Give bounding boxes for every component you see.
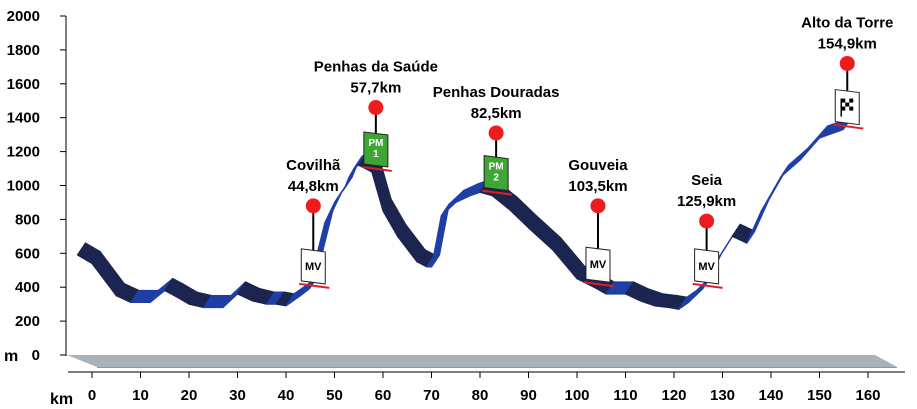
y-tick-label: 400	[15, 279, 40, 296]
x-axis: 0 10 20 30 40 50 60 70 80 90 100 110 120 130 140 150 160	[68, 371, 905, 404]
base-edge	[97, 367, 897, 368]
ground-stripe	[299, 282, 330, 289]
checkpoint-distance: 44,8km	[288, 178, 339, 195]
mountain-badge	[483, 155, 509, 192]
checkpoint-distance: 57,7km	[350, 80, 401, 97]
profile-segment	[91, 250, 125, 297]
profile-segment	[552, 237, 586, 280]
x-tick-label: 100	[564, 387, 589, 404]
x-tick-label: 80	[472, 387, 489, 404]
checkpoint: MV Covilhã 44,8km	[286, 157, 341, 289]
badge-label: MV	[698, 261, 715, 273]
x-tick-label: 10	[132, 387, 149, 404]
x-tick-label: 120	[661, 387, 686, 404]
checkpoint: MV Seia 125,9km	[677, 172, 736, 289]
x-tick-label: 150	[807, 387, 832, 404]
checkpoint-marker	[839, 55, 855, 71]
x-tick-label: 160	[855, 387, 880, 404]
profile-segment	[430, 203, 450, 268]
x-tick-label: 40	[278, 387, 295, 404]
x-tick-label: 20	[181, 387, 198, 404]
ground-stripe	[361, 165, 392, 172]
badge-number: 1	[373, 149, 379, 160]
checkpoint-distance: 103,5km	[568, 178, 627, 195]
ground-stripe	[833, 123, 864, 130]
x-tick-label: 110	[613, 387, 637, 404]
checkpoint-name: Covilhã	[286, 157, 341, 174]
y-axis: 0 200 400 600 800 1000 1200 1400 1600 1800 2000	[7, 8, 67, 364]
profile-segment	[440, 189, 465, 217]
badge-label: MV	[305, 261, 322, 273]
y-tick-label: 1800	[7, 42, 40, 59]
checkpoint-name: Penhas Douradas	[433, 84, 560, 101]
finish-flag-square	[841, 106, 846, 111]
checkpoint-marker	[488, 125, 504, 141]
checkpoint: Alto da Torre 154,9km	[801, 14, 893, 130]
x-tick-label: 70	[423, 387, 440, 404]
y-tick-label: 1200	[7, 144, 40, 161]
sprint-badge	[300, 248, 326, 285]
y-tick-label: 1600	[7, 76, 40, 93]
checkpoint-distance: 154,9km	[818, 35, 877, 52]
y-tick-label: 800	[15, 211, 40, 228]
finish-flag-square	[845, 102, 850, 107]
y-axis-label: m	[4, 348, 18, 365]
chart-base	[67, 355, 897, 368]
checkpoint: PM1 Penhas da Saúde 57,7km	[314, 59, 438, 172]
y-tick-label: 1000	[7, 178, 40, 195]
checkpoint: PM2 Penhas Douradas 82,5km	[433, 84, 560, 196]
checkpoint-marker	[590, 198, 606, 214]
base-floor	[67, 355, 897, 367]
checkpoint-distance: 82,5km	[471, 105, 522, 122]
checkpoint-marker	[368, 100, 384, 116]
badge-label: MV	[590, 259, 607, 271]
y-tick-label: 2000	[7, 8, 40, 25]
x-tick-label: 130	[710, 387, 735, 404]
finish-flag-square	[849, 98, 854, 103]
x-tick-label: 30	[229, 387, 246, 404]
ground-stripe	[692, 282, 723, 289]
x-axis-label: km	[50, 391, 73, 408]
checkpoint-marker	[305, 198, 321, 214]
ground-stripe	[481, 189, 513, 196]
x-tick-label: 50	[326, 387, 343, 404]
badge-number: 2	[493, 173, 499, 184]
badge-label: PM	[489, 162, 504, 173]
sprint-badge	[585, 246, 611, 283]
profile-segment	[746, 198, 770, 244]
sprint-badge	[694, 248, 720, 285]
badge-label: PM	[368, 138, 383, 149]
checkpoint-marker	[699, 213, 715, 229]
finish-badge	[834, 88, 860, 126]
y-tick-label: 200	[15, 313, 40, 330]
mountain-badge	[363, 131, 389, 168]
y-tick-label: 1400	[7, 110, 40, 127]
checkpoint-distance: 125,9km	[677, 193, 736, 210]
x-tick-label: 90	[520, 387, 537, 404]
checkpoint: MV Gouveia 103,5km	[568, 157, 628, 288]
y-tick-label: 0	[32, 347, 40, 364]
finish-flag-square	[849, 106, 854, 111]
elevation-profile	[76, 116, 852, 310]
ground-stripe	[583, 281, 615, 288]
axis-units: m km	[4, 348, 73, 408]
x-tick-label: 60	[375, 387, 392, 404]
checkpoint-name: Alto da Torre	[801, 14, 893, 31]
checkpoint-name: Penhas da Saúde	[314, 59, 438, 76]
x-tick-label: 140	[758, 387, 783, 404]
finish-flag-square	[841, 98, 846, 103]
profile-segment	[780, 147, 809, 178]
checkpoint-name: Gouveia	[568, 157, 628, 174]
y-tick-label: 600	[15, 245, 40, 262]
checkpoint-name: Seia	[691, 172, 723, 189]
x-tick-label: 0	[88, 387, 96, 404]
